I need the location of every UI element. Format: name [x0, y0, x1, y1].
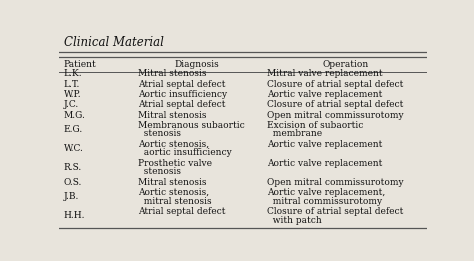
Text: stenosis: stenosis — [138, 129, 181, 139]
Text: Closure of atrial septal defect: Closure of atrial septal defect — [267, 80, 403, 89]
Text: mitral commissurotomy: mitral commissurotomy — [267, 197, 382, 206]
Text: W.P.: W.P. — [64, 90, 81, 99]
Text: membrane: membrane — [267, 129, 322, 139]
Text: Closure of atrial septal defect: Closure of atrial septal defect — [267, 207, 403, 216]
Text: Excision of subaortic: Excision of subaortic — [267, 121, 363, 130]
Text: Mitral stenosis: Mitral stenosis — [138, 69, 207, 78]
Text: Mitral stenosis: Mitral stenosis — [138, 110, 207, 120]
Text: Aortic stenosis,: Aortic stenosis, — [138, 188, 210, 197]
Text: Patient: Patient — [64, 60, 96, 69]
Text: L.T.: L.T. — [64, 80, 80, 89]
Text: Atrial septal defect: Atrial septal defect — [138, 80, 226, 89]
Text: Diagnosis: Diagnosis — [174, 60, 219, 69]
Text: Clinical Material: Clinical Material — [64, 36, 164, 49]
Text: L.K.: L.K. — [64, 69, 82, 78]
Text: mitral stenosis: mitral stenosis — [138, 197, 212, 206]
Text: Closure of atrial septal defect: Closure of atrial septal defect — [267, 100, 403, 109]
Text: Atrial septal defect: Atrial septal defect — [138, 207, 226, 216]
Text: aortic insufficiency: aortic insufficiency — [138, 149, 232, 157]
Text: Atrial septal defect: Atrial septal defect — [138, 100, 226, 109]
Text: Aortic valve replacement: Aortic valve replacement — [267, 140, 382, 149]
Text: Mitral stenosis: Mitral stenosis — [138, 178, 207, 187]
Text: J.B.: J.B. — [64, 192, 79, 201]
Text: E.G.: E.G. — [64, 125, 83, 134]
Text: M.G.: M.G. — [64, 110, 85, 120]
Text: H.H.: H.H. — [64, 211, 85, 220]
Text: Aortic valve replacement: Aortic valve replacement — [267, 159, 382, 168]
Text: stenosis: stenosis — [138, 167, 181, 176]
Text: Membranous subaortic: Membranous subaortic — [138, 121, 245, 130]
Text: Mitral valve replacement: Mitral valve replacement — [267, 69, 383, 78]
Text: J.C.: J.C. — [64, 100, 79, 109]
Text: O.S.: O.S. — [64, 178, 82, 187]
Text: Open mitral commissurotomy: Open mitral commissurotomy — [267, 178, 403, 187]
Text: with patch: with patch — [267, 216, 321, 224]
Text: Prosthetic valve: Prosthetic valve — [138, 159, 212, 168]
Text: W.C.: W.C. — [64, 144, 83, 153]
Text: Aortic insufficiency: Aortic insufficiency — [138, 90, 228, 99]
Text: Aortic valve replacement: Aortic valve replacement — [267, 90, 382, 99]
Text: Aortic stenosis,: Aortic stenosis, — [138, 140, 210, 149]
Text: Open mitral commissurotomy: Open mitral commissurotomy — [267, 110, 403, 120]
Text: Aortic valve replacement,: Aortic valve replacement, — [267, 188, 385, 197]
Text: R.S.: R.S. — [64, 163, 82, 172]
Text: Operation: Operation — [323, 60, 369, 69]
